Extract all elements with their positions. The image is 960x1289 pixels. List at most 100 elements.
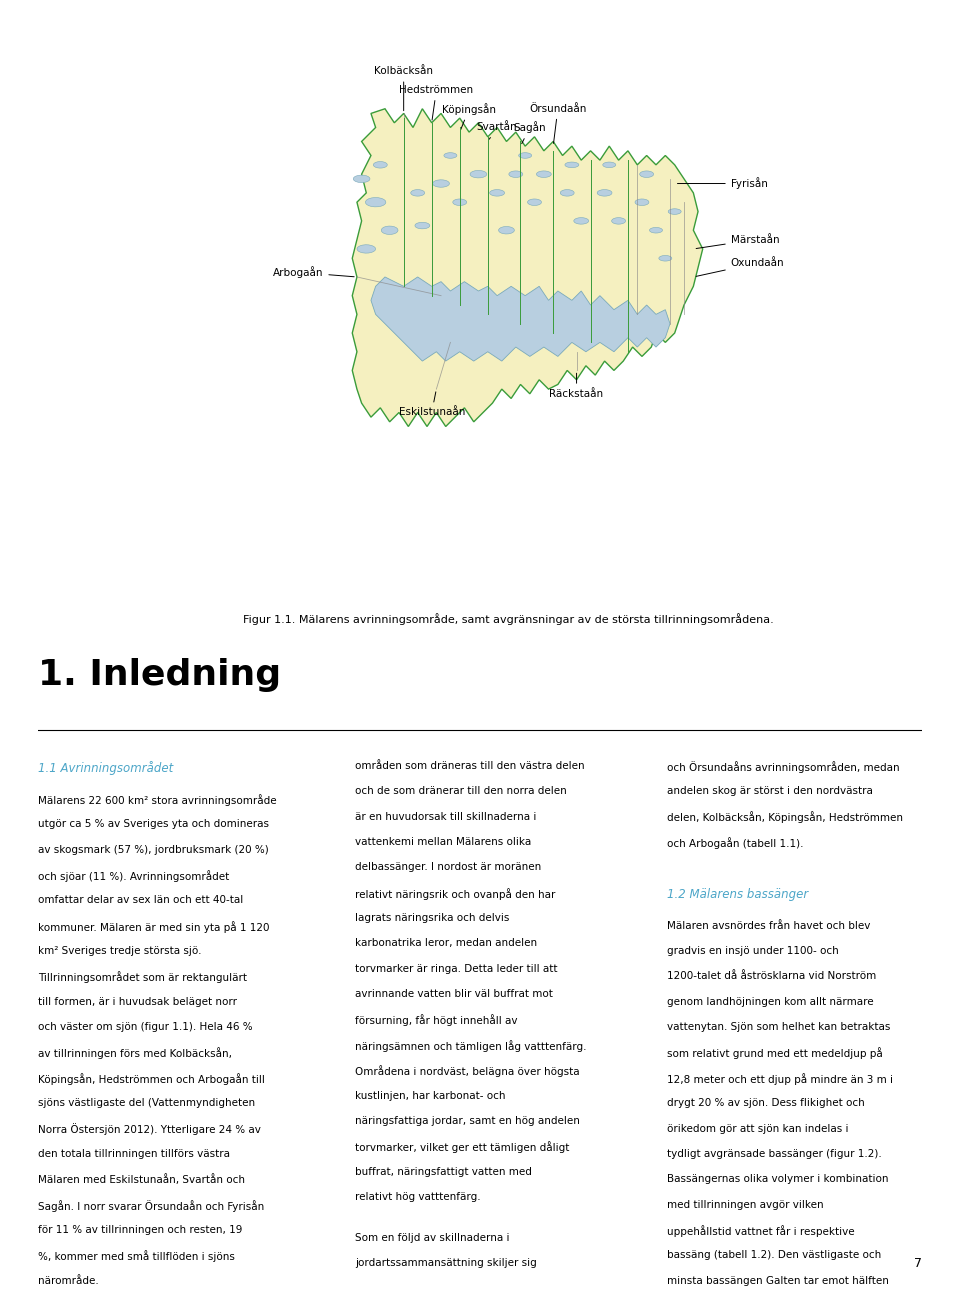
Polygon shape — [373, 161, 387, 168]
Polygon shape — [650, 227, 662, 233]
Text: andelen skog är störst i den nordvästra: andelen skog är störst i den nordvästra — [667, 786, 873, 797]
Text: kustlinjen, har karbonat- och: kustlinjen, har karbonat- och — [355, 1090, 506, 1101]
Text: relativt hög vatttenfärg.: relativt hög vatttenfärg. — [355, 1192, 481, 1203]
Text: Örsundaån: Örsundaån — [529, 103, 587, 143]
Polygon shape — [636, 199, 649, 205]
Text: Eskilstunaån: Eskilstunaån — [398, 392, 465, 418]
Text: Mälaren med Eskilstunaån, Svartån och: Mälaren med Eskilstunaån, Svartån och — [38, 1174, 246, 1185]
Text: 1. Inledning: 1. Inledning — [38, 657, 281, 692]
Text: näringsfattiga jordar, samt en hög andelen: näringsfattiga jordar, samt en hög andel… — [355, 1116, 580, 1127]
Text: Märstaån: Märstaån — [696, 235, 780, 249]
Polygon shape — [565, 162, 579, 168]
Text: av tillrinningen förs med Kolbäcksån,: av tillrinningen förs med Kolbäcksån, — [38, 1048, 232, 1060]
Text: buffrat, näringsfattigt vatten med: buffrat, näringsfattigt vatten med — [355, 1167, 532, 1177]
Polygon shape — [415, 222, 430, 229]
Text: km² Sveriges tredje största sjö.: km² Sveriges tredje största sjö. — [38, 946, 202, 956]
Text: Sagån. I norr svarar Örsundaån och Fyrisån: Sagån. I norr svarar Örsundaån och Fyris… — [38, 1200, 265, 1212]
Text: jordartssammansättning skiljer sig: jordartssammansättning skiljer sig — [355, 1258, 537, 1268]
Text: Områdena i nordväst, belägna över högsta: Områdena i nordväst, belägna över högsta — [355, 1065, 580, 1078]
Text: näringsämnen och tämligen låg vatttenfärg.: näringsämnen och tämligen låg vatttenfär… — [355, 1040, 587, 1052]
Text: Figur 1.1. Mälarens avrinningsområde, samt avgränsningar av de största tillrinni: Figur 1.1. Mälarens avrinningsområde, sa… — [244, 612, 774, 625]
Text: uppehållstid vattnet får i respektive: uppehållstid vattnet får i respektive — [667, 1225, 854, 1237]
Polygon shape — [366, 197, 386, 206]
Text: Köpingsån, Hedströmmen och Arbogaån till: Köpingsån, Hedströmmen och Arbogaån till — [38, 1072, 265, 1085]
Text: omfattar delar av sex län och ett 40-tal: omfattar delar av sex län och ett 40-tal — [38, 896, 244, 905]
Text: Köpingsån: Köpingsån — [443, 103, 496, 129]
Polygon shape — [537, 171, 551, 178]
Polygon shape — [381, 226, 398, 235]
Text: sjöns västligaste del (Vattenmyndigheten: sjöns västligaste del (Vattenmyndigheten — [38, 1098, 255, 1109]
Polygon shape — [371, 277, 670, 361]
Text: delen, Kolbäcksån, Köpingsån, Hedströmmen: delen, Kolbäcksån, Köpingsån, Hedströmme… — [667, 812, 903, 824]
Polygon shape — [518, 152, 532, 159]
Text: och sjöar (11 %). Avrinningsområdet: och sjöar (11 %). Avrinningsområdet — [38, 870, 229, 882]
Text: Som en följd av skillnaderna i: Som en följd av skillnaderna i — [355, 1232, 510, 1243]
Text: Fyrisån: Fyrisån — [678, 178, 768, 189]
Polygon shape — [668, 209, 682, 214]
Text: 1.1 Avrinningsområdet: 1.1 Avrinningsområdet — [38, 761, 174, 775]
Text: gradvis en insjö under 1100- och: gradvis en insjö under 1100- och — [667, 946, 839, 956]
Polygon shape — [411, 189, 424, 196]
Text: Mälaren avsnördes från havet och blev: Mälaren avsnördes från havet och blev — [667, 920, 871, 931]
Text: och de som dränerar till den norra delen: och de som dränerar till den norra delen — [355, 786, 567, 797]
Text: karbonatrika leror, medan andelen: karbonatrika leror, medan andelen — [355, 938, 538, 949]
Text: Oxundaån: Oxundaån — [696, 258, 784, 276]
Text: av skogsmark (57 %), jordbruksmark (20 %): av skogsmark (57 %), jordbruksmark (20 %… — [38, 844, 269, 855]
Text: örikedom gör att sjön kan indelas i: örikedom gör att sjön kan indelas i — [667, 1124, 849, 1133]
Polygon shape — [490, 189, 505, 196]
Polygon shape — [444, 152, 457, 159]
Polygon shape — [357, 245, 375, 253]
Text: 7: 7 — [914, 1257, 922, 1270]
Polygon shape — [352, 108, 703, 427]
Polygon shape — [509, 171, 523, 178]
Text: närområde.: närområde. — [38, 1276, 99, 1286]
Text: och Örsundaåns avrinningsområden, medan: och Örsundaåns avrinningsområden, medan — [667, 761, 900, 772]
Text: avrinnande vatten blir väl buffrat mot: avrinnande vatten blir väl buffrat mot — [355, 989, 553, 999]
Text: relativt näringsrik och ovanpå den har: relativt näringsrik och ovanpå den har — [355, 888, 556, 900]
Text: torvmarker, vilket ger ett tämligen dåligt: torvmarker, vilket ger ett tämligen dåli… — [355, 1141, 569, 1154]
Text: och Arbogaån (tabell 1.1).: och Arbogaån (tabell 1.1). — [667, 837, 804, 849]
Text: vattenkemi mellan Mälarens olika: vattenkemi mellan Mälarens olika — [355, 837, 532, 847]
Text: för 11 % av tillrinningen och resten, 19: för 11 % av tillrinningen och resten, 19 — [38, 1225, 243, 1235]
Text: Kolbäcksån: Kolbäcksån — [374, 66, 433, 111]
Text: 1200-talet då åströsklarna vid Norström: 1200-talet då åströsklarna vid Norström — [667, 972, 876, 981]
Polygon shape — [470, 170, 487, 178]
Text: Sagån: Sagån — [514, 121, 546, 143]
Text: %, kommer med små tillflöden i sjöns: %, kommer med små tillflöden i sjöns — [38, 1250, 235, 1262]
Text: Räckstaån: Räckstaån — [549, 374, 604, 398]
Text: Bassängernas olika volymer i kombination: Bassängernas olika volymer i kombination — [667, 1174, 889, 1185]
Text: Svartån: Svartån — [477, 122, 517, 139]
Text: vattenytan. Sjön som helhet kan betraktas: vattenytan. Sjön som helhet kan betrakta… — [667, 1022, 891, 1032]
Polygon shape — [528, 199, 541, 205]
Text: områden som dräneras till den västra delen: områden som dräneras till den västra del… — [355, 761, 585, 771]
Text: genom landhöjningen kom allt närmare: genom landhöjningen kom allt närmare — [667, 996, 874, 1007]
Polygon shape — [561, 189, 574, 196]
Text: den totala tillrinningen tillförs västra: den totala tillrinningen tillförs västra — [38, 1148, 230, 1159]
Text: 12,8 meter och ett djup på mindre än 3 m i: 12,8 meter och ett djup på mindre än 3 m… — [667, 1072, 893, 1085]
Text: Norra Östersjön 2012). Ytterligare 24 % av: Norra Östersjön 2012). Ytterligare 24 % … — [38, 1124, 261, 1136]
Text: 1.2 Mälarens bassänger: 1.2 Mälarens bassänger — [667, 888, 808, 901]
Text: Tillrinningsområdet som är rektangulärt: Tillrinningsområdet som är rektangulärt — [38, 972, 248, 984]
Polygon shape — [603, 162, 615, 168]
Polygon shape — [639, 171, 654, 178]
Text: lagrats näringsrika och delvis: lagrats näringsrika och delvis — [355, 913, 510, 923]
Polygon shape — [612, 218, 626, 224]
Polygon shape — [597, 189, 612, 196]
Text: delbassänger. I nordost är moränen: delbassänger. I nordost är moränen — [355, 862, 541, 873]
Text: som relativt grund med ett medeldjup på: som relativt grund med ett medeldjup på — [667, 1048, 883, 1060]
Polygon shape — [453, 199, 467, 205]
Text: försurning, får högt innehåll av: försurning, får högt innehåll av — [355, 1014, 517, 1026]
Text: kommuner. Mälaren är med sin yta på 1 120: kommuner. Mälaren är med sin yta på 1 12… — [38, 920, 270, 932]
Text: till formen, är i huvudsak beläget norr: till formen, är i huvudsak beläget norr — [38, 996, 237, 1007]
Text: och väster om sjön (figur 1.1). Hela 46 %: och väster om sjön (figur 1.1). Hela 46 … — [38, 1022, 253, 1032]
Polygon shape — [433, 179, 449, 187]
Text: utgör ca 5 % av Sveriges yta och domineras: utgör ca 5 % av Sveriges yta och dominer… — [38, 820, 270, 829]
Polygon shape — [659, 255, 672, 262]
Text: med tillrinningen avgör vilken: med tillrinningen avgör vilken — [667, 1200, 824, 1209]
Text: torvmarker är ringa. Detta leder till att: torvmarker är ringa. Detta leder till at… — [355, 964, 558, 973]
Text: bassäng (tabell 1.2). Den västligaste och: bassäng (tabell 1.2). Den västligaste oc… — [667, 1250, 881, 1261]
Text: Arbogaån: Arbogaån — [273, 267, 354, 278]
Polygon shape — [574, 218, 588, 224]
Text: minsta bassängen Galten tar emot hälften: minsta bassängen Galten tar emot hälften — [667, 1276, 889, 1286]
Polygon shape — [498, 227, 515, 235]
